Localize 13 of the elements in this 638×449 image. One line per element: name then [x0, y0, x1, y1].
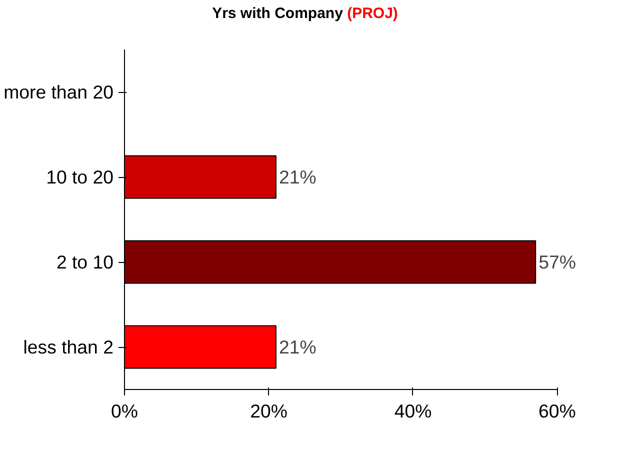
x-tick-label: 40% — [394, 400, 432, 422]
y-tick-label: 10 to 20 — [46, 166, 114, 188]
x-tick-label: 0% — [111, 400, 138, 422]
chart-subtitle: (PROJ) — [347, 5, 398, 22]
chart-title: Yrs with Company — [212, 5, 343, 22]
x-tick-label: 60% — [538, 400, 576, 422]
y-tick-label: 2 to 10 — [56, 252, 114, 272]
y-tick-label: more than 20 — [4, 82, 114, 102]
data-label: 21% — [278, 166, 316, 188]
y-tick-label: less than 2 — [23, 336, 114, 358]
x-tick-label: 20% — [250, 400, 288, 422]
data-label: 57% — [538, 252, 576, 272]
data-label: 21% — [278, 336, 316, 358]
